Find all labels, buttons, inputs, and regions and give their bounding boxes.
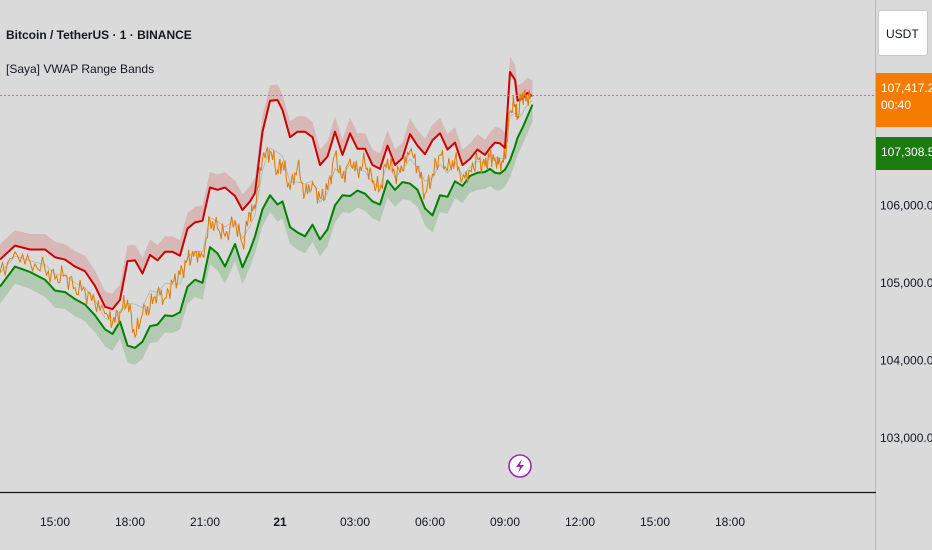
upper-band-line bbox=[0, 71, 534, 311]
upper-band-glow bbox=[0, 56, 533, 310]
bands-layer bbox=[0, 56, 533, 365]
time-tick-label: 15:00 bbox=[40, 515, 70, 529]
last-price-value: 107,417.22 bbox=[881, 81, 932, 95]
currency-button[interactable]: USDT bbox=[878, 10, 928, 56]
price-line bbox=[0, 88, 533, 339]
price-tick-label: 105,000.00 bbox=[880, 276, 932, 290]
bar-countdown: 00:40 bbox=[881, 98, 912, 112]
lower-band-line bbox=[0, 104, 534, 349]
time-tick-label: 12:00 bbox=[565, 515, 595, 529]
price-tick-label: 103,000.00 bbox=[880, 431, 932, 445]
event-marker-layer bbox=[508, 454, 532, 478]
last-price-tag: 107,417.22 00:40 bbox=[876, 73, 932, 127]
time-tick-label: 18:00 bbox=[115, 515, 145, 529]
time-tick-label: 21:00 bbox=[190, 515, 220, 529]
time-tick-label: 18:00 bbox=[715, 515, 745, 529]
time-tick-label: 09:00 bbox=[490, 515, 520, 529]
lightning-icon bbox=[508, 454, 532, 478]
price-tick-label: 104,000.00 bbox=[880, 353, 932, 367]
time-tick-label: 21 bbox=[273, 515, 287, 529]
price-tick-label: 106,000.00 bbox=[880, 198, 932, 212]
symbol-title[interactable]: Bitcoin / TetherUS · 1 · BINANCE bbox=[6, 28, 192, 42]
lines-layer bbox=[0, 71, 534, 349]
lower-band-price-tag: 107,308.50 bbox=[876, 137, 932, 170]
time-tick-label: 06:00 bbox=[415, 515, 445, 529]
indicator-legend[interactable]: [Saya] VWAP Range Bands bbox=[6, 62, 155, 76]
time-tick-label: 15:00 bbox=[640, 515, 670, 529]
time-tick-label: 03:00 bbox=[340, 515, 370, 529]
